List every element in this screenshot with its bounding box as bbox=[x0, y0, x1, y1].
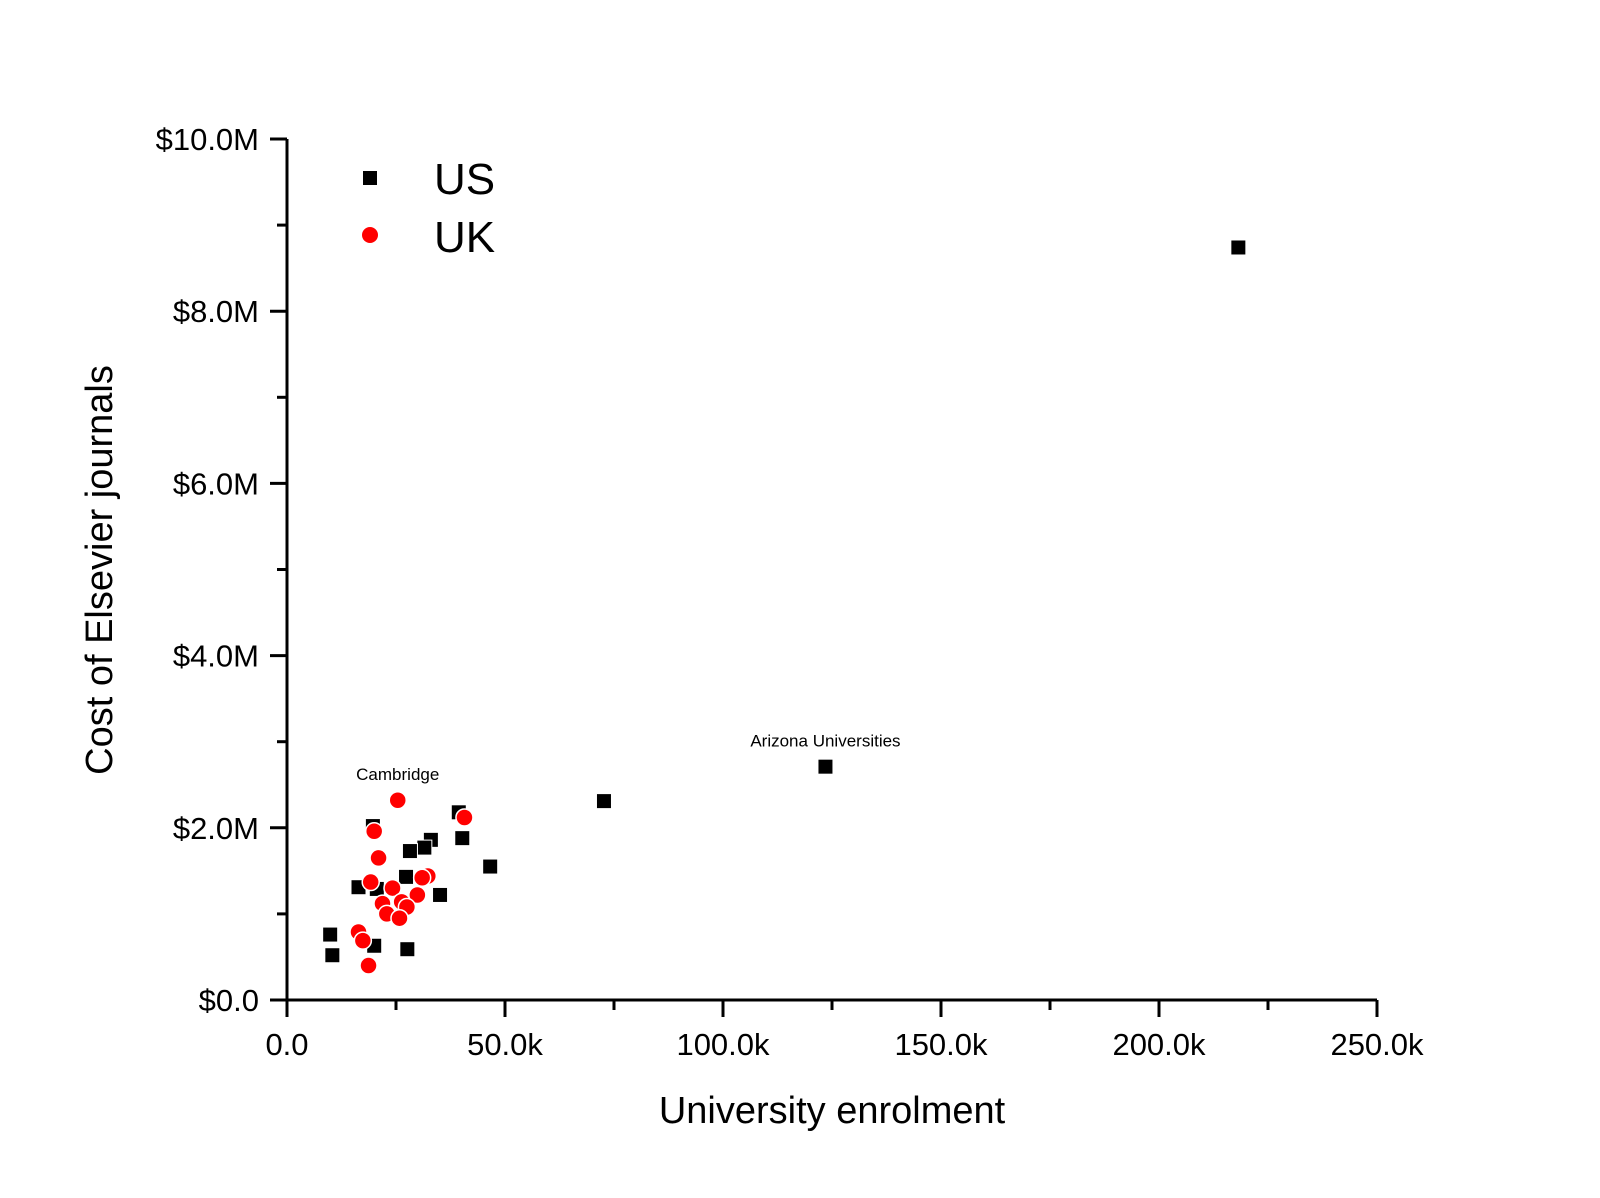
y-tick-label: $2.0M bbox=[173, 811, 259, 846]
y-tick-label: $8.0M bbox=[173, 294, 259, 329]
us-point bbox=[454, 830, 471, 847]
uk-point bbox=[408, 885, 427, 905]
x-tick-label: 0.0 bbox=[265, 1027, 308, 1062]
data-points bbox=[322, 239, 1247, 975]
y-tick-label: $0.0 bbox=[199, 983, 259, 1018]
x-axis-title: University enrolment bbox=[659, 1090, 1006, 1132]
y-axis-title: Cost of Elsevier journals bbox=[79, 365, 121, 775]
legend-marker-us bbox=[363, 171, 377, 185]
legend-marker-uk bbox=[362, 227, 378, 243]
us-point bbox=[482, 858, 499, 875]
uk-point bbox=[361, 872, 380, 892]
us-point bbox=[398, 868, 415, 885]
us-point bbox=[595, 793, 612, 810]
legend-label-us: US bbox=[434, 155, 495, 204]
uk-point bbox=[412, 868, 432, 887]
x-tick-label: 250.0k bbox=[1330, 1027, 1424, 1062]
uk-point bbox=[455, 808, 474, 827]
uk-point bbox=[369, 848, 388, 868]
y-tick-label: $4.0M bbox=[173, 639, 259, 674]
us-point bbox=[817, 758, 834, 775]
uk-point bbox=[388, 790, 407, 810]
y-tick-label: $10.0M bbox=[156, 122, 259, 157]
us-point bbox=[401, 843, 418, 860]
legend: US UK bbox=[362, 155, 495, 262]
annotations: Cambridge Arizona Universities bbox=[356, 732, 900, 785]
us-point bbox=[1230, 239, 1247, 256]
us-point bbox=[399, 941, 416, 958]
uk-point bbox=[364, 821, 384, 841]
uk-point bbox=[359, 956, 378, 975]
x-tick-label: 100.0k bbox=[676, 1027, 770, 1062]
us-point bbox=[432, 886, 449, 903]
us-point bbox=[416, 839, 433, 856]
uk-point bbox=[383, 878, 402, 898]
us-point bbox=[324, 947, 341, 964]
annotation-label: Cambridge bbox=[356, 765, 439, 784]
uk-point bbox=[353, 931, 373, 950]
x-tick-label: 200.0k bbox=[1112, 1027, 1206, 1062]
y-tick-label: $6.0M bbox=[173, 466, 259, 501]
x-tick-label: 50.0k bbox=[467, 1027, 543, 1062]
annotation-label: Arizona Universities bbox=[750, 732, 900, 751]
legend-label-uk: UK bbox=[434, 213, 495, 262]
us-point bbox=[322, 926, 339, 943]
uk-point bbox=[390, 908, 409, 928]
axes: 0.0 50.0k 100.0k 150.0k 200.0k 250.0k $0.0 $2.0… bbox=[156, 122, 1424, 1062]
x-tick-label: 150.0k bbox=[894, 1027, 988, 1062]
